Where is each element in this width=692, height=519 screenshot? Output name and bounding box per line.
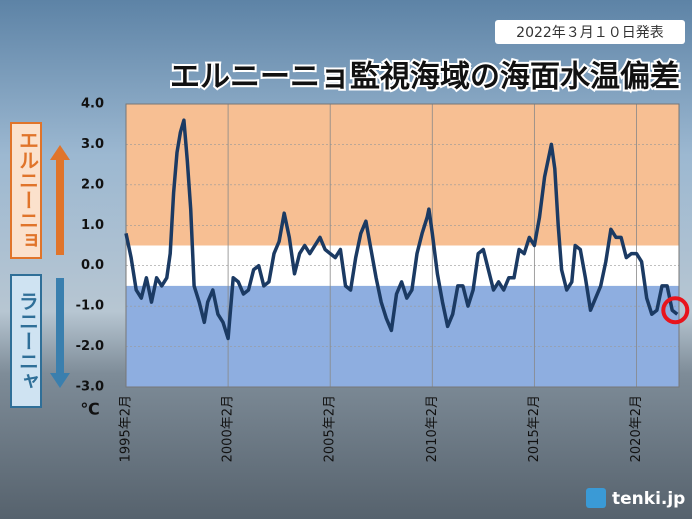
highlight-circle [661,296,690,325]
x-tick-label: 1995年2月 [119,395,134,462]
chart-title: エルニーニョ監視海域の海面水温偏差 [170,60,680,95]
x-tick-label: 2010年2月 [425,395,440,462]
y-tick-label: 0.0 [81,258,104,273]
x-tick-label: 2000年2月 [221,395,236,462]
x-tick-label: 2005年2月 [323,395,338,462]
plot: 4.0 3.0 2.0 1.0 0.0 -1.0 -2.0 -3.0 1995年2月 2000年2… [76,97,690,462]
y-tick-label: -2.0 [76,339,104,354]
el-nino-box [10,122,42,259]
y-tick-label: 1.0 [81,218,104,233]
y-tick-label: 3.0 [81,137,104,152]
band [126,285,679,387]
x-tick-label: 2020年2月 [629,395,644,462]
date-box [495,20,685,44]
up-arrow [50,145,70,255]
y-tick-label: -1.0 [76,299,104,314]
la-nina-box [10,274,42,408]
y-tick-label: 2.0 [81,177,104,192]
unit-label: ℃ [80,400,99,419]
logo-icon [586,488,606,508]
plot-frame [125,103,680,388]
el-nino-label: エルニーニョ [16,130,40,250]
down-arrow [50,278,70,388]
subtitle: 2022年３月１０日発表 [516,25,664,41]
la-nina-label: ラニーニャ [16,291,40,391]
band [126,104,679,246]
data-line [124,118,679,341]
y-tick-label: 4.0 [81,97,104,112]
x-tick-label: 2015年2月 [527,395,542,462]
y-tick-label: -3.0 [76,380,104,395]
source: tenki.jp [612,489,685,509]
